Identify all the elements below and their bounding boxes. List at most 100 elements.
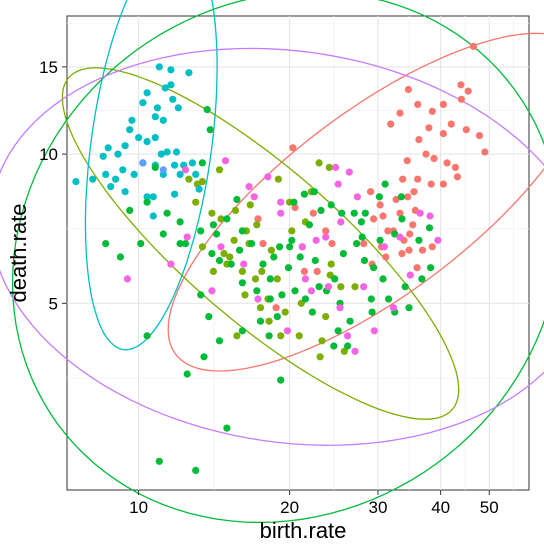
data-point [379, 212, 387, 220]
y-axis-ticks: 5 10 15 [39, 58, 67, 313]
data-point [185, 175, 193, 183]
data-point [406, 230, 414, 238]
data-point [192, 466, 200, 474]
data-point [322, 227, 330, 235]
data-point [203, 106, 211, 114]
x-tick-label: 50 [480, 498, 499, 517]
data-point [176, 218, 184, 226]
data-point [208, 287, 216, 295]
data-point [277, 209, 285, 217]
data-point [163, 209, 171, 217]
data-point [428, 107, 436, 115]
data-point [392, 195, 400, 204]
data-point [346, 317, 354, 325]
data-point [406, 271, 414, 279]
data-point [382, 253, 390, 261]
x-axis-title: birth.rate [260, 518, 347, 543]
data-point [305, 221, 313, 229]
data-point [351, 283, 359, 291]
data-point [143, 138, 151, 146]
data-point [337, 283, 345, 291]
data-point [253, 221, 261, 229]
data-point [72, 178, 80, 186]
data-point [367, 295, 375, 303]
data-point [430, 154, 438, 163]
data-point [181, 166, 190, 174]
data-point [413, 264, 421, 272]
data-point [198, 178, 206, 186]
data-point [284, 264, 293, 272]
data-point [176, 170, 184, 178]
data-point [414, 175, 422, 183]
data-point [208, 209, 216, 217]
data-point [425, 124, 433, 132]
data-point [439, 100, 447, 108]
data-point [290, 198, 298, 206]
data-point [167, 260, 175, 268]
data-point [337, 218, 345, 226]
data-point [198, 243, 206, 251]
data-point [183, 370, 191, 378]
data-point [221, 157, 230, 165]
data-point [317, 206, 325, 214]
data-point [360, 283, 368, 291]
data-point [220, 250, 228, 258]
data-point [149, 212, 157, 220]
data-point [233, 195, 241, 204]
data-point [328, 240, 336, 248]
data-point [167, 66, 175, 74]
data-point [368, 308, 376, 316]
data-point [139, 99, 147, 107]
data-point [360, 256, 369, 265]
data-point [416, 209, 424, 217]
data-point [415, 136, 423, 144]
data-point [157, 150, 165, 158]
data-point [259, 260, 267, 268]
data-point [161, 84, 169, 92]
data-point [405, 304, 413, 312]
data-point [296, 253, 304, 261]
data-point [256, 304, 265, 312]
data-point [149, 193, 157, 201]
data-point [396, 233, 404, 241]
data-point [316, 353, 324, 361]
data-point [208, 250, 216, 258]
data-point [334, 180, 342, 188]
y-axis-title: death.rate [6, 203, 31, 302]
data-point [155, 457, 163, 465]
data-point [410, 188, 418, 196]
data-point [403, 157, 411, 165]
data-point [322, 313, 330, 321]
data-point [236, 246, 244, 254]
data-point [344, 342, 352, 350]
data-point [215, 337, 224, 345]
data-point [267, 246, 275, 254]
data-point [200, 353, 208, 361]
data-point [143, 198, 151, 206]
data-point [215, 256, 224, 265]
data-point [428, 243, 436, 251]
data-point [300, 267, 308, 275]
data-point [327, 260, 335, 268]
data-point [278, 291, 286, 299]
data-point [205, 313, 213, 321]
data-point [434, 236, 442, 244]
data-point [396, 209, 404, 217]
data-point [248, 240, 256, 248]
data-point [409, 221, 417, 229]
data-point [151, 163, 159, 171]
data-point [439, 180, 447, 188]
data-point [192, 198, 200, 206]
data-point [251, 275, 260, 283]
data-point [226, 253, 234, 261]
minor-grid [67, 16, 529, 490]
data-point [286, 243, 294, 251]
data-point [253, 287, 261, 295]
data-point [192, 170, 200, 178]
data-point [331, 275, 339, 283]
data-point [418, 246, 427, 254]
data-point [339, 250, 347, 258]
data-point [330, 342, 338, 350]
data-point [353, 193, 361, 201]
data-point [250, 193, 258, 201]
